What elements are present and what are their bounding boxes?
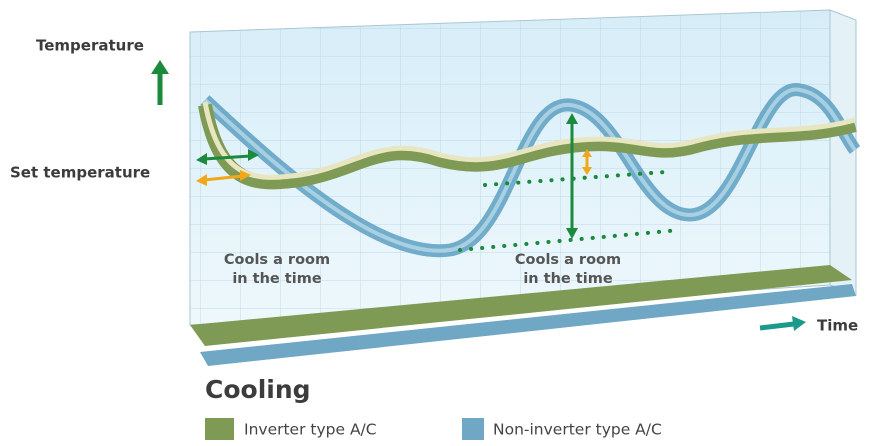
dotted-line: [483, 170, 667, 187]
floor-non-inverter: [200, 284, 856, 366]
annotation: in the time: [232, 271, 321, 287]
side-wall: [829, 9, 857, 296]
annotation: in the time: [523, 271, 612, 287]
legend-label: Inverter type A/C: [244, 421, 377, 439]
arrows: [151, 60, 578, 239]
set-temperature-label: Set temperature: [10, 164, 150, 182]
time-arrow: [759, 316, 806, 331]
inverter-curve: [198, 103, 857, 190]
inverter-highlight: [202, 101, 856, 180]
legend-swatch: [462, 418, 484, 440]
legend-label: Non-inverter type A/C: [493, 421, 662, 439]
annotation: Cools a room: [515, 252, 621, 268]
y-axis-label: Temperature: [36, 37, 144, 55]
orange-arrows: [196, 149, 592, 186]
legend-swatch: [205, 418, 234, 440]
x-axis-label: Time: [817, 317, 858, 335]
title: Cooling: [205, 375, 311, 404]
non-inverter-highlight: [203, 87, 857, 253]
floor-inverter: [190, 265, 852, 346]
dotted-line: [458, 228, 682, 252]
annotation: Cools a room: [224, 252, 330, 268]
